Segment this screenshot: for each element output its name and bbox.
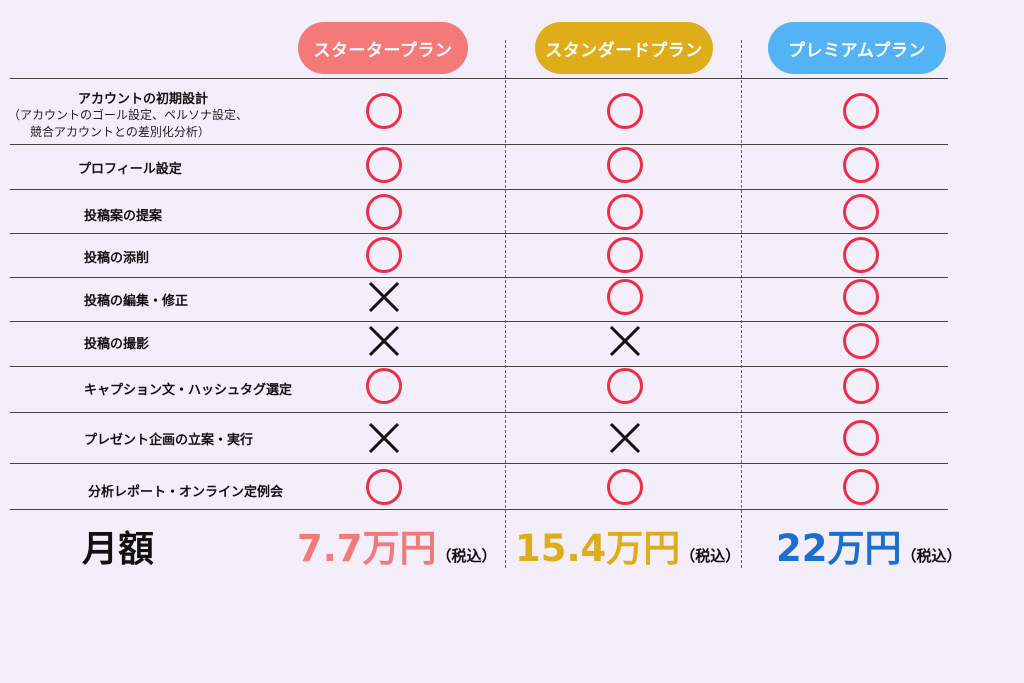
available-circle-icon [843, 194, 879, 230]
feature-label: 投稿案の提案 [84, 209, 163, 224]
price-premium-amount: 22万円 [776, 527, 902, 570]
available-circle-icon [366, 368, 402, 404]
available-circle-icon [607, 279, 643, 315]
unavailable-cross-icon [607, 420, 643, 456]
feature-label: 投稿の添削 [84, 251, 150, 266]
row-divider [10, 321, 948, 322]
plan-header-standard: スタンダードプラン [535, 22, 713, 74]
available-circle-icon [607, 194, 643, 230]
unavailable-cross-icon [366, 420, 402, 456]
row-divider [10, 189, 948, 190]
available-circle-icon [607, 469, 643, 505]
available-circle-icon [607, 368, 643, 404]
feature-label: アカウントの初期設計 [78, 92, 209, 107]
available-circle-icon [607, 93, 643, 129]
available-circle-icon [843, 323, 879, 359]
feature-label: 投稿の撮影 [84, 337, 150, 352]
available-circle-icon [366, 93, 402, 129]
feature-sublabel: 競合アカウントとの差別化分析） [30, 125, 210, 139]
tax-note: （税込） [436, 547, 497, 565]
price-standard: 15.4万円（税込） [515, 518, 740, 572]
price-starter-amount: 7.7万円 [297, 527, 437, 570]
available-circle-icon [843, 469, 879, 505]
available-circle-icon [366, 194, 402, 230]
feature-label: 分析レポート・オンライン定例会 [88, 485, 284, 500]
row-divider [10, 144, 948, 145]
available-circle-icon [607, 147, 643, 183]
available-circle-icon [843, 93, 879, 129]
unavailable-cross-icon [366, 323, 402, 359]
unavailable-cross-icon [366, 279, 402, 315]
feature-label: 投稿の編集・修正 [84, 294, 189, 309]
price-premium: 22万円（税込） [776, 518, 962, 572]
feature-label: プレゼント企画の立案・実行 [84, 433, 254, 448]
row-divider [10, 463, 948, 464]
price-starter: 7.7万円（税込） [297, 518, 497, 572]
row-divider [10, 277, 948, 278]
feature-label: プロフィール設定 [78, 162, 182, 177]
tax-note: （税込） [680, 547, 741, 565]
available-circle-icon [366, 147, 402, 183]
unavailable-cross-icon [607, 323, 643, 359]
available-circle-icon [843, 147, 879, 183]
row-divider [10, 366, 948, 367]
available-circle-icon [366, 469, 402, 505]
available-circle-icon [843, 368, 879, 404]
feature-label: キャプション文・ハッシュタグ選定 [84, 383, 293, 398]
available-circle-icon [843, 279, 879, 315]
available-circle-icon [607, 237, 643, 273]
available-circle-icon [843, 237, 879, 273]
column-divider [505, 40, 506, 568]
available-circle-icon [843, 420, 879, 456]
row-divider [10, 78, 948, 79]
row-divider [10, 233, 948, 234]
plan-header-premium: プレミアムプラン [768, 22, 946, 74]
row-divider [10, 412, 948, 413]
available-circle-icon [366, 237, 402, 273]
feature-sublabel: （アカウントのゴール設定、ペルソナ設定、 [8, 108, 249, 122]
tax-note: （税込） [901, 547, 962, 565]
plan-header-starter: スタータープラン [298, 22, 468, 74]
price-standard-amount: 15.4万円 [515, 527, 681, 570]
column-divider [741, 40, 742, 568]
monthly-fee-heading: 月額 [82, 529, 155, 570]
row-divider [10, 509, 948, 510]
